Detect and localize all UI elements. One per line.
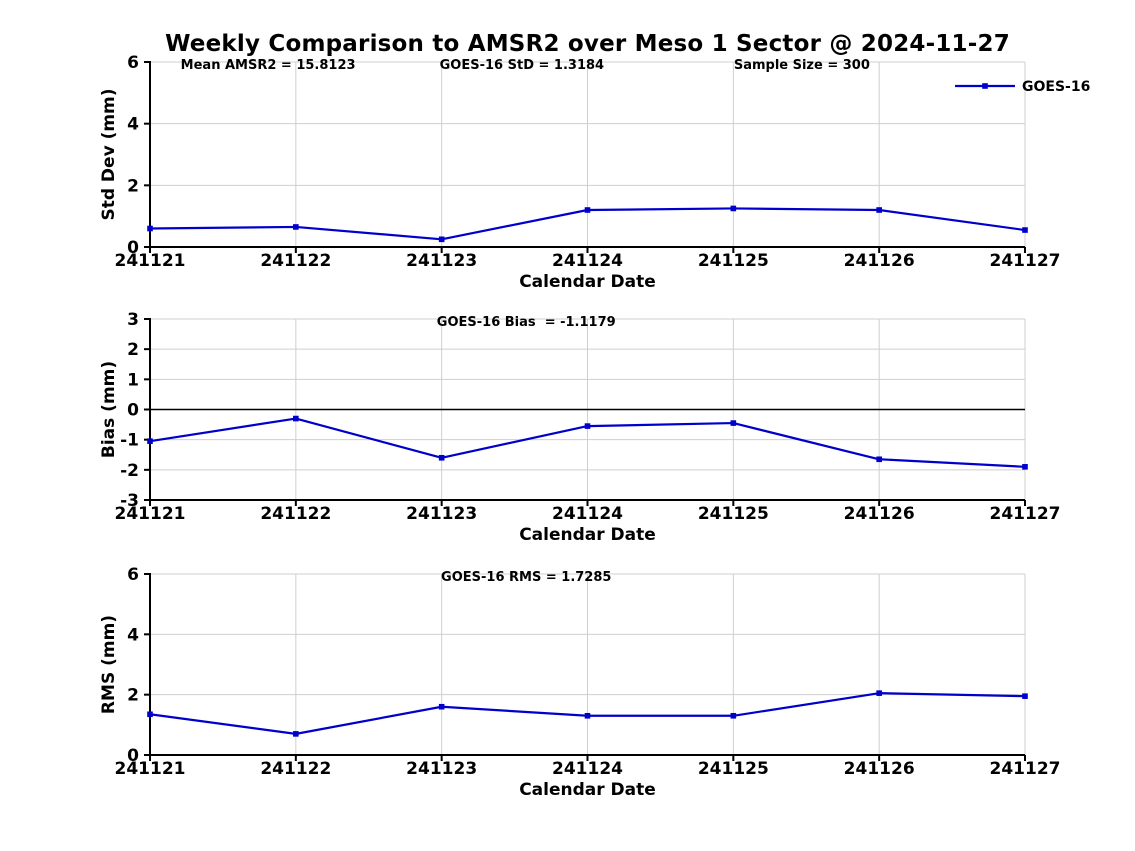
stddev-x-tick-label: 241126: [844, 251, 915, 271]
rms-series-marker-goes16: [293, 731, 299, 737]
rms-y-tick-label: 2: [127, 686, 139, 706]
bias-series-marker-goes16: [147, 438, 153, 444]
rms-series-marker-goes16: [438, 703, 445, 710]
bias-x-tick-label: 241126: [844, 504, 915, 524]
stddev-y-tick-label: 6: [127, 53, 139, 73]
bias-series-marker-goes16: [438, 454, 445, 461]
stddev-y-tick-label: 0: [127, 238, 139, 258]
stddev-annotation-text: Mean AMSR2 = 15.8123: [181, 58, 356, 73]
rms-series-marker-goes16: [1022, 693, 1028, 699]
stddev-y-tick-label: 2: [127, 176, 139, 196]
bias-series-marker-goes16: [584, 423, 591, 429]
bias-series-marker-goes16: [1022, 464, 1028, 470]
stddev-x-tick-label: 241127: [990, 251, 1061, 271]
stddev-series-marker-goes16: [1022, 227, 1028, 233]
stddev-x-axis-label: Calendar Date: [519, 272, 656, 292]
bias-y-tick-label: 0: [127, 401, 139, 421]
stddev-y-axis-label: Std Dev (mm): [99, 88, 119, 220]
stddev-x-tick-label: 241122: [260, 251, 331, 271]
rms-x-tick-label: 241125: [698, 759, 769, 779]
stddev-annotation-text: GOES-16 StD = 1.3184: [440, 58, 604, 73]
stddev-series-marker-goes16: [584, 207, 591, 213]
rms-x-axis-label: Calendar Date: [519, 780, 656, 800]
rms-y-axis-label: RMS (mm): [99, 615, 119, 714]
stddev-x-tick-label: 241123: [406, 251, 477, 271]
stddev-annotation-text: Sample Size = 300: [734, 58, 870, 73]
bias-y-tick-label: 2: [127, 340, 139, 360]
rms-y-tick-label: 0: [127, 746, 139, 766]
legend-marker: [982, 83, 988, 89]
bias-y-tick-label: -2: [120, 461, 139, 481]
bias-y-axis-label: Bias (mm): [99, 361, 119, 458]
stddev-x-tick-label: 241121: [115, 251, 186, 271]
stddev-x-tick-label: 241125: [698, 251, 769, 271]
bias-y-tick-label: -1: [120, 431, 139, 451]
bias-x-tick-label: 241123: [406, 504, 477, 524]
bias-series-marker-goes16: [876, 456, 882, 463]
bias-x-tick-label: 241122: [260, 504, 331, 524]
rms-series-marker-goes16: [730, 712, 737, 719]
bias-x-tick-label: 241125: [698, 504, 769, 524]
stddev-y-tick-label: 4: [127, 115, 139, 135]
stddev-series-marker-goes16: [876, 207, 882, 213]
rms-annotation-text: GOES-16 RMS = 1.7285: [441, 570, 611, 585]
bias-series-marker-goes16: [293, 415, 299, 422]
legend-label: GOES-16: [1022, 79, 1090, 95]
rms-x-tick-label: 241126: [844, 759, 915, 779]
bias-series-marker-goes16: [730, 420, 737, 426]
stddev-series-marker-goes16: [293, 224, 299, 230]
rms-series-marker-goes16: [147, 711, 153, 718]
bias-x-tick-label: 241121: [115, 504, 186, 524]
rms-y-tick-label: 4: [127, 625, 139, 645]
rms-x-tick-label: 241122: [260, 759, 331, 779]
rms-x-tick-label: 241123: [406, 759, 477, 779]
rms-series-marker-goes16: [584, 712, 591, 719]
rms-x-tick-label: 241127: [990, 759, 1061, 779]
rms-x-tick-label: 241124: [552, 759, 623, 779]
bias-x-tick-label: 241124: [552, 504, 623, 524]
bias-x-axis-label: Calendar Date: [519, 525, 656, 545]
bias-y-tick-label: -3: [120, 491, 139, 511]
bias-x-tick-label: 241127: [990, 504, 1061, 524]
bias-annotation-text: GOES-16 Bias = -1.1179: [437, 315, 616, 330]
rms-y-tick-label: 6: [127, 565, 139, 585]
stddev-x-tick-label: 241124: [552, 251, 623, 271]
rms-series-marker-goes16: [876, 690, 882, 696]
bias-y-tick-label: 3: [127, 310, 139, 330]
stddev-series-marker-goes16: [438, 236, 445, 243]
stddev-series-marker-goes16: [147, 225, 153, 232]
stddev-series-marker-goes16: [730, 205, 737, 212]
figure-title: Weekly Comparison to AMSR2 over Meso 1 S…: [165, 31, 1010, 57]
rms-x-tick-label: 241121: [115, 759, 186, 779]
bias-y-tick-label: 1: [127, 370, 139, 390]
